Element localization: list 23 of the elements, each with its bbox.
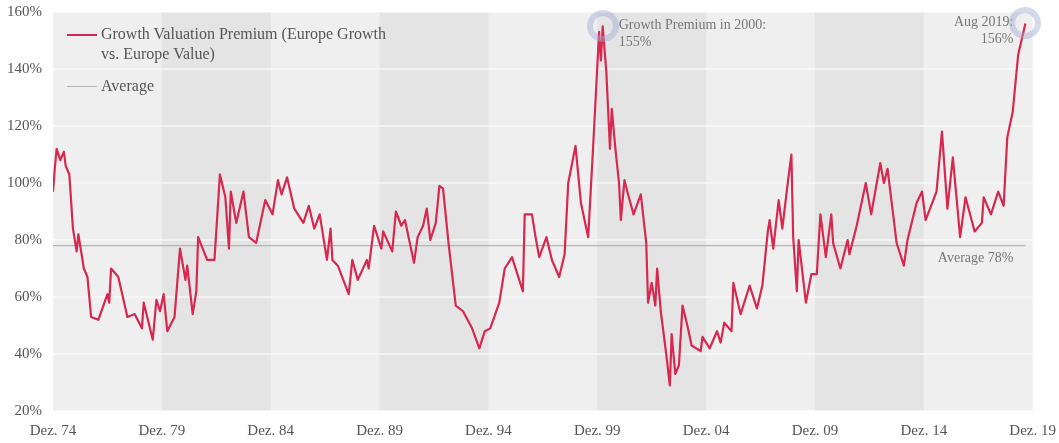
annotation: Growth Premium in 2000: 155% [618,16,767,49]
x-tick-label: Dez. 94 [465,421,513,438]
y-tick-label: 80% [14,230,42,247]
annotation: Aug 2019: 156% [953,14,1014,47]
x-tick-label: Dez. 79 [138,421,186,438]
y-tick-label: 60% [14,287,42,304]
x-tick-label: Dez. 14 [900,421,948,438]
annotation: Average 78% [937,250,1014,266]
legend-label: Average [100,76,154,96]
x-tick-label: Dez. 99 [573,421,621,438]
x-tick-label: Dez. 84 [247,421,295,438]
y-tick-label: 160% [7,2,42,19]
x-tick-label: Dez. 74 [29,421,77,438]
x-tick-label: Dez. 19 [1009,421,1056,438]
y-tick-label: 140% [7,59,42,76]
legend-label: Growth Valuation Premium (Europe Growth vs. Europe Value) [100,24,387,64]
y-tick-label: 40% [14,344,42,361]
x-tick-label: Dez. 04 [682,421,730,438]
y-tick-label: 100% [7,173,42,190]
y-tick-label: 120% [7,116,42,133]
x-tick-label: Dez. 89 [356,421,403,438]
x-tick-label: Dez. 09 [791,421,839,438]
y-tick-label: 20% [14,401,42,418]
